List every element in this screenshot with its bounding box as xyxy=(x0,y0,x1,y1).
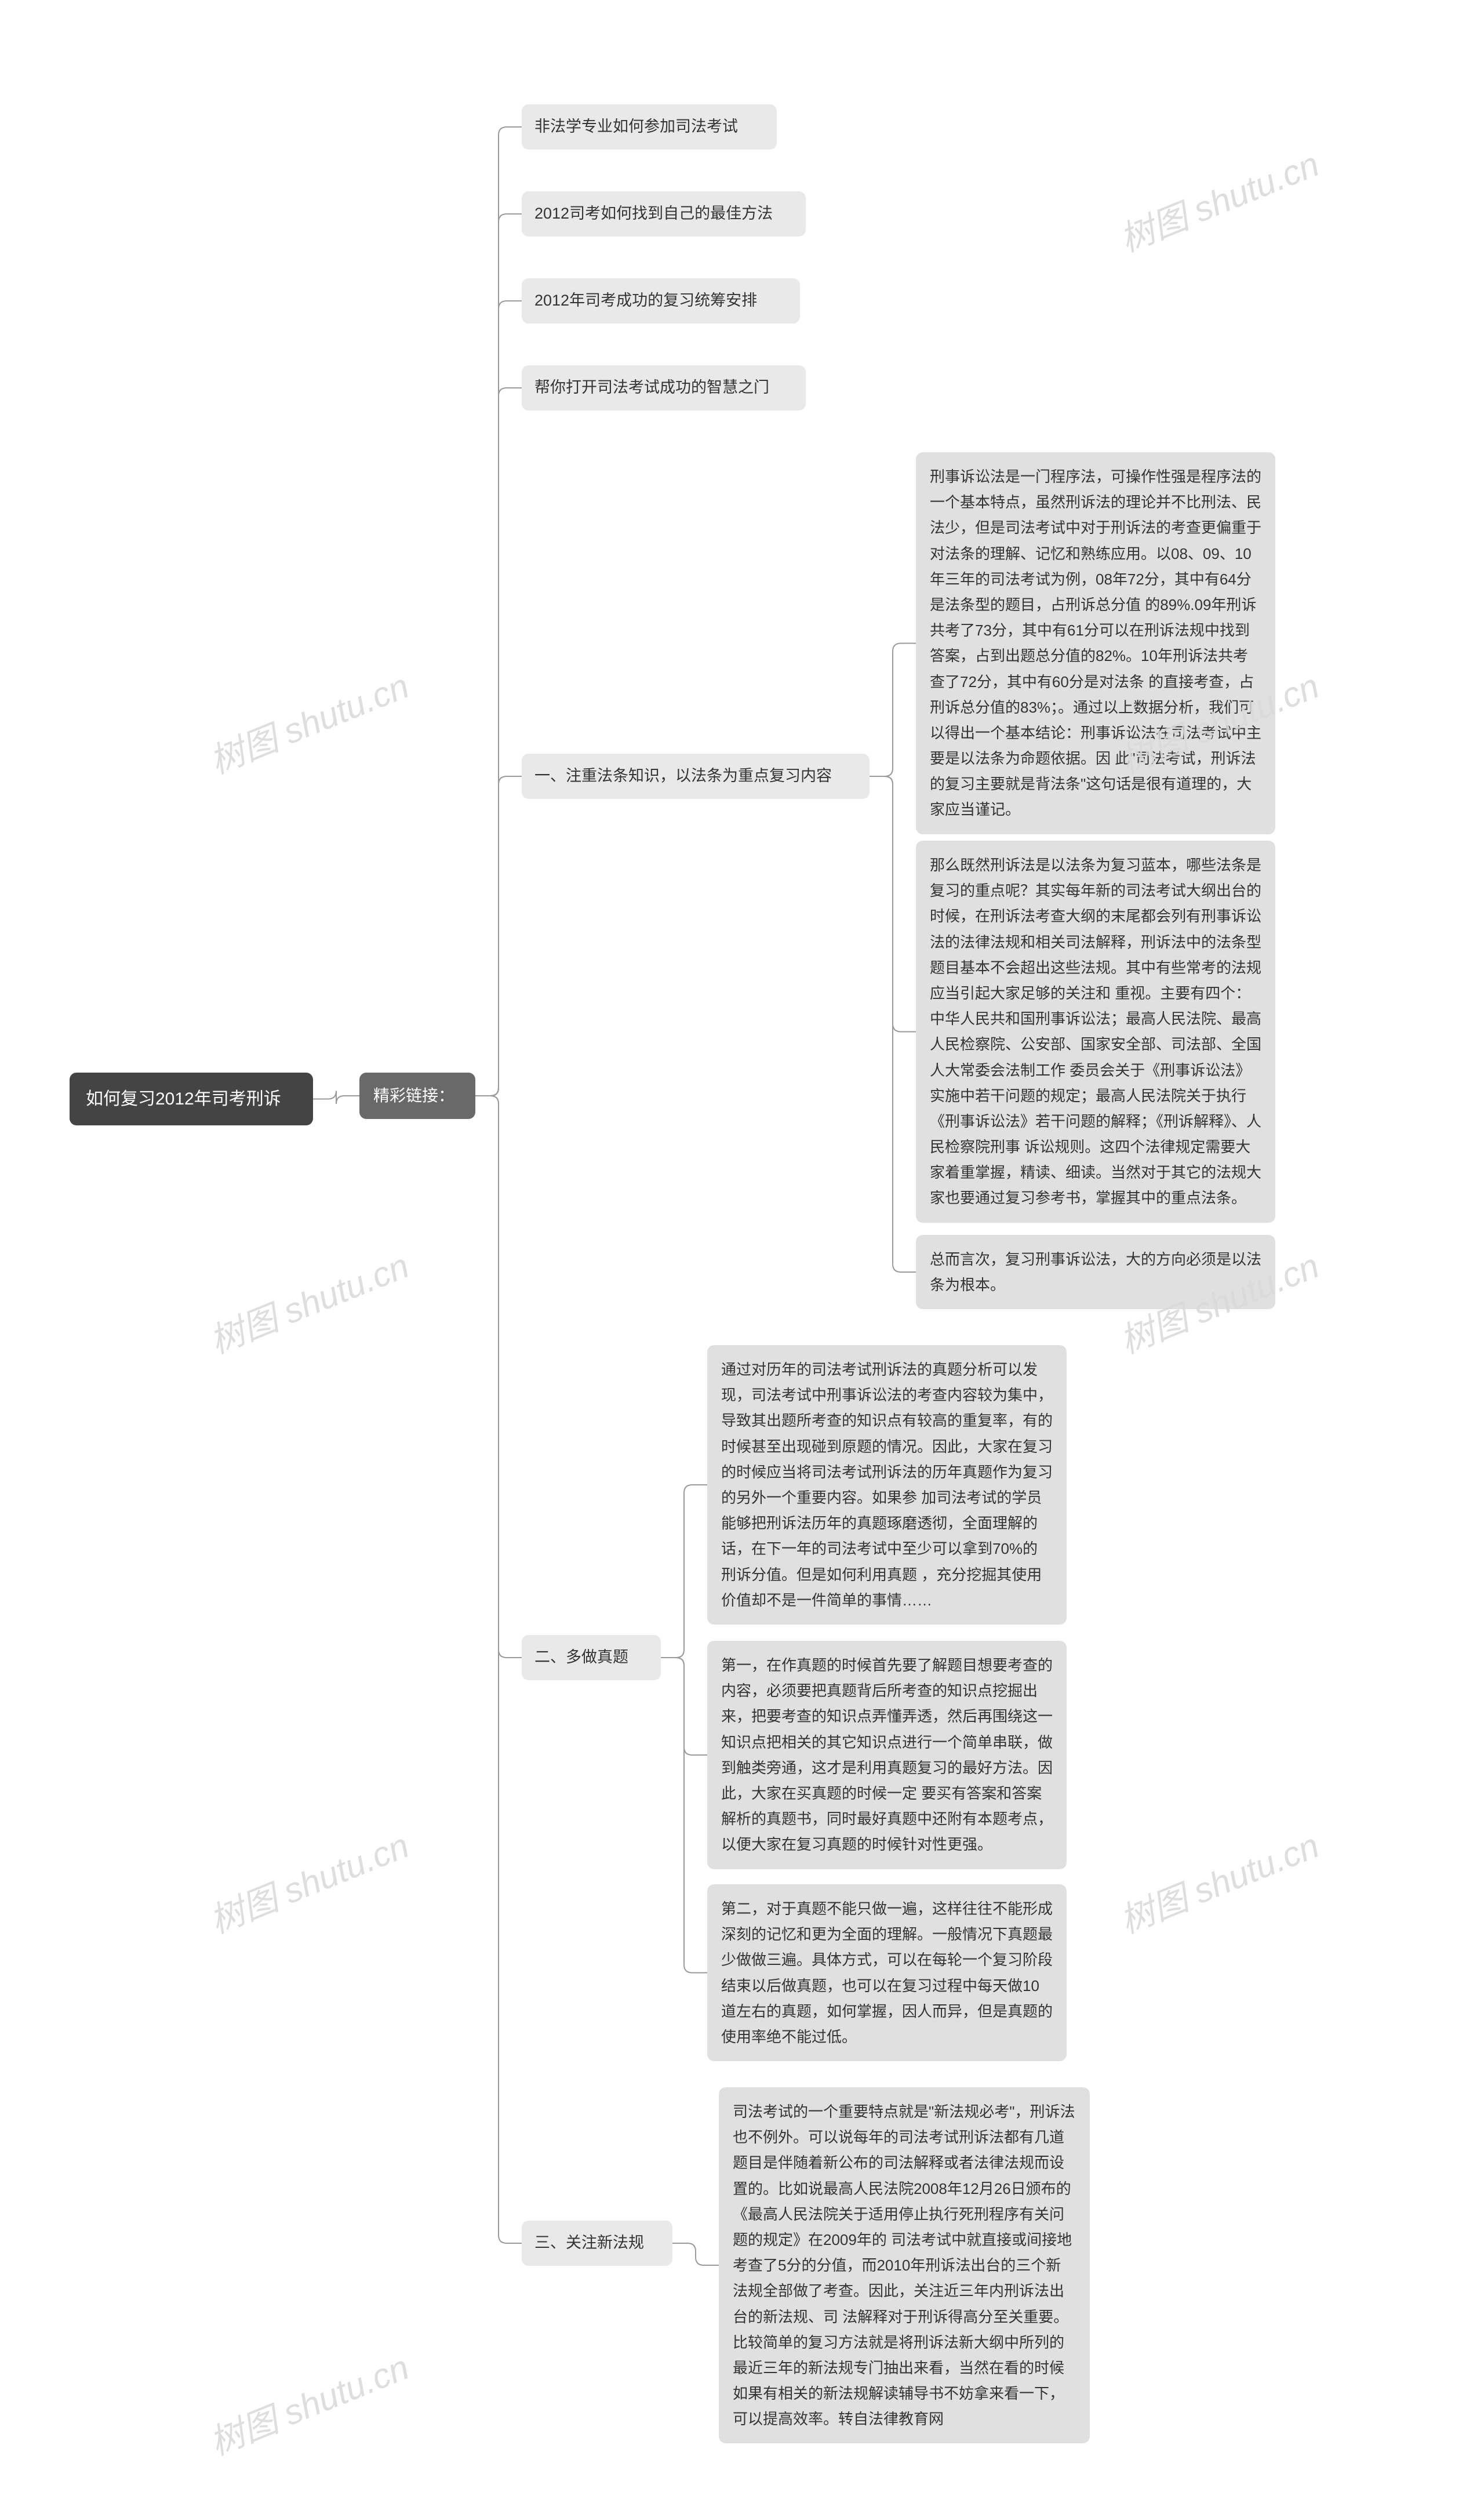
watermark: 树图 shutu.cn xyxy=(1111,136,1326,262)
node-n4: 2012年司考成功的复习统筹安排 xyxy=(522,278,800,324)
node-n7b: 第一，在作真题的时候首先要了解题目想要考查的内容，必须要把真题背后所考查的知识点… xyxy=(707,1641,1067,1869)
node-n6b: 那么既然刑诉法是以法条为复习蓝本，哪些法条是复习的重点呢？其实每年新的司法考试大… xyxy=(916,841,1275,1223)
node-n3: 2012司考如何找到自己的最佳方法 xyxy=(522,191,806,237)
root-node: 如何复习2012年司考刑诉 xyxy=(70,1073,313,1125)
node-n6a: 刑事诉讼法是一门程序法，可操作性强是程序法的一个基本特点，虽然刑诉法的理论并不比… xyxy=(916,452,1275,834)
node-n6: 一、注重法条知识，以法条为重点复习内容 xyxy=(522,754,870,799)
node-n7: 二、多做真题 xyxy=(522,1635,661,1680)
node-n2: 非法学专业如何参加司法考试 xyxy=(522,104,777,150)
node-n8: 三、关注新法规 xyxy=(522,2221,672,2266)
node-n1: 精彩链接： xyxy=(359,1073,475,1119)
node-n5: 帮你打开司法考试成功的智慧之门 xyxy=(522,365,806,410)
node-n6c: 总而言次，复习刑事诉讼法，大的方向必须是以法条为根本。 xyxy=(916,1235,1275,1309)
node-n8a: 司法考试的一个重要特点就是"新法规必考"，刑诉法也不例外。可以说每年的司法考试刑… xyxy=(719,2087,1090,2443)
watermark: 树图 shutu.cn xyxy=(201,658,416,784)
watermark: 树图 shutu.cn xyxy=(201,1818,416,1943)
mindmap-canvas: 如何复习2012年司考刑诉 精彩链接： 非法学专业如何参加司法考试 2012司考如何… xyxy=(0,0,1484,2496)
watermark: 树图 shutu.cn xyxy=(1111,1818,1326,1943)
node-n7c: 第二，对于真题不能只做一遍，这样往往不能形成深刻的记忆和更为全面的理解。一般情况… xyxy=(707,1884,1067,2061)
node-n7a: 通过对历年的司法考试刑诉法的真题分析可以发现，司法考试中刑事诉讼法的考查内容较为… xyxy=(707,1345,1067,1625)
watermark: 树图 shutu.cn xyxy=(201,1238,416,1364)
watermark: 树图 shutu.cn xyxy=(201,2339,416,2465)
